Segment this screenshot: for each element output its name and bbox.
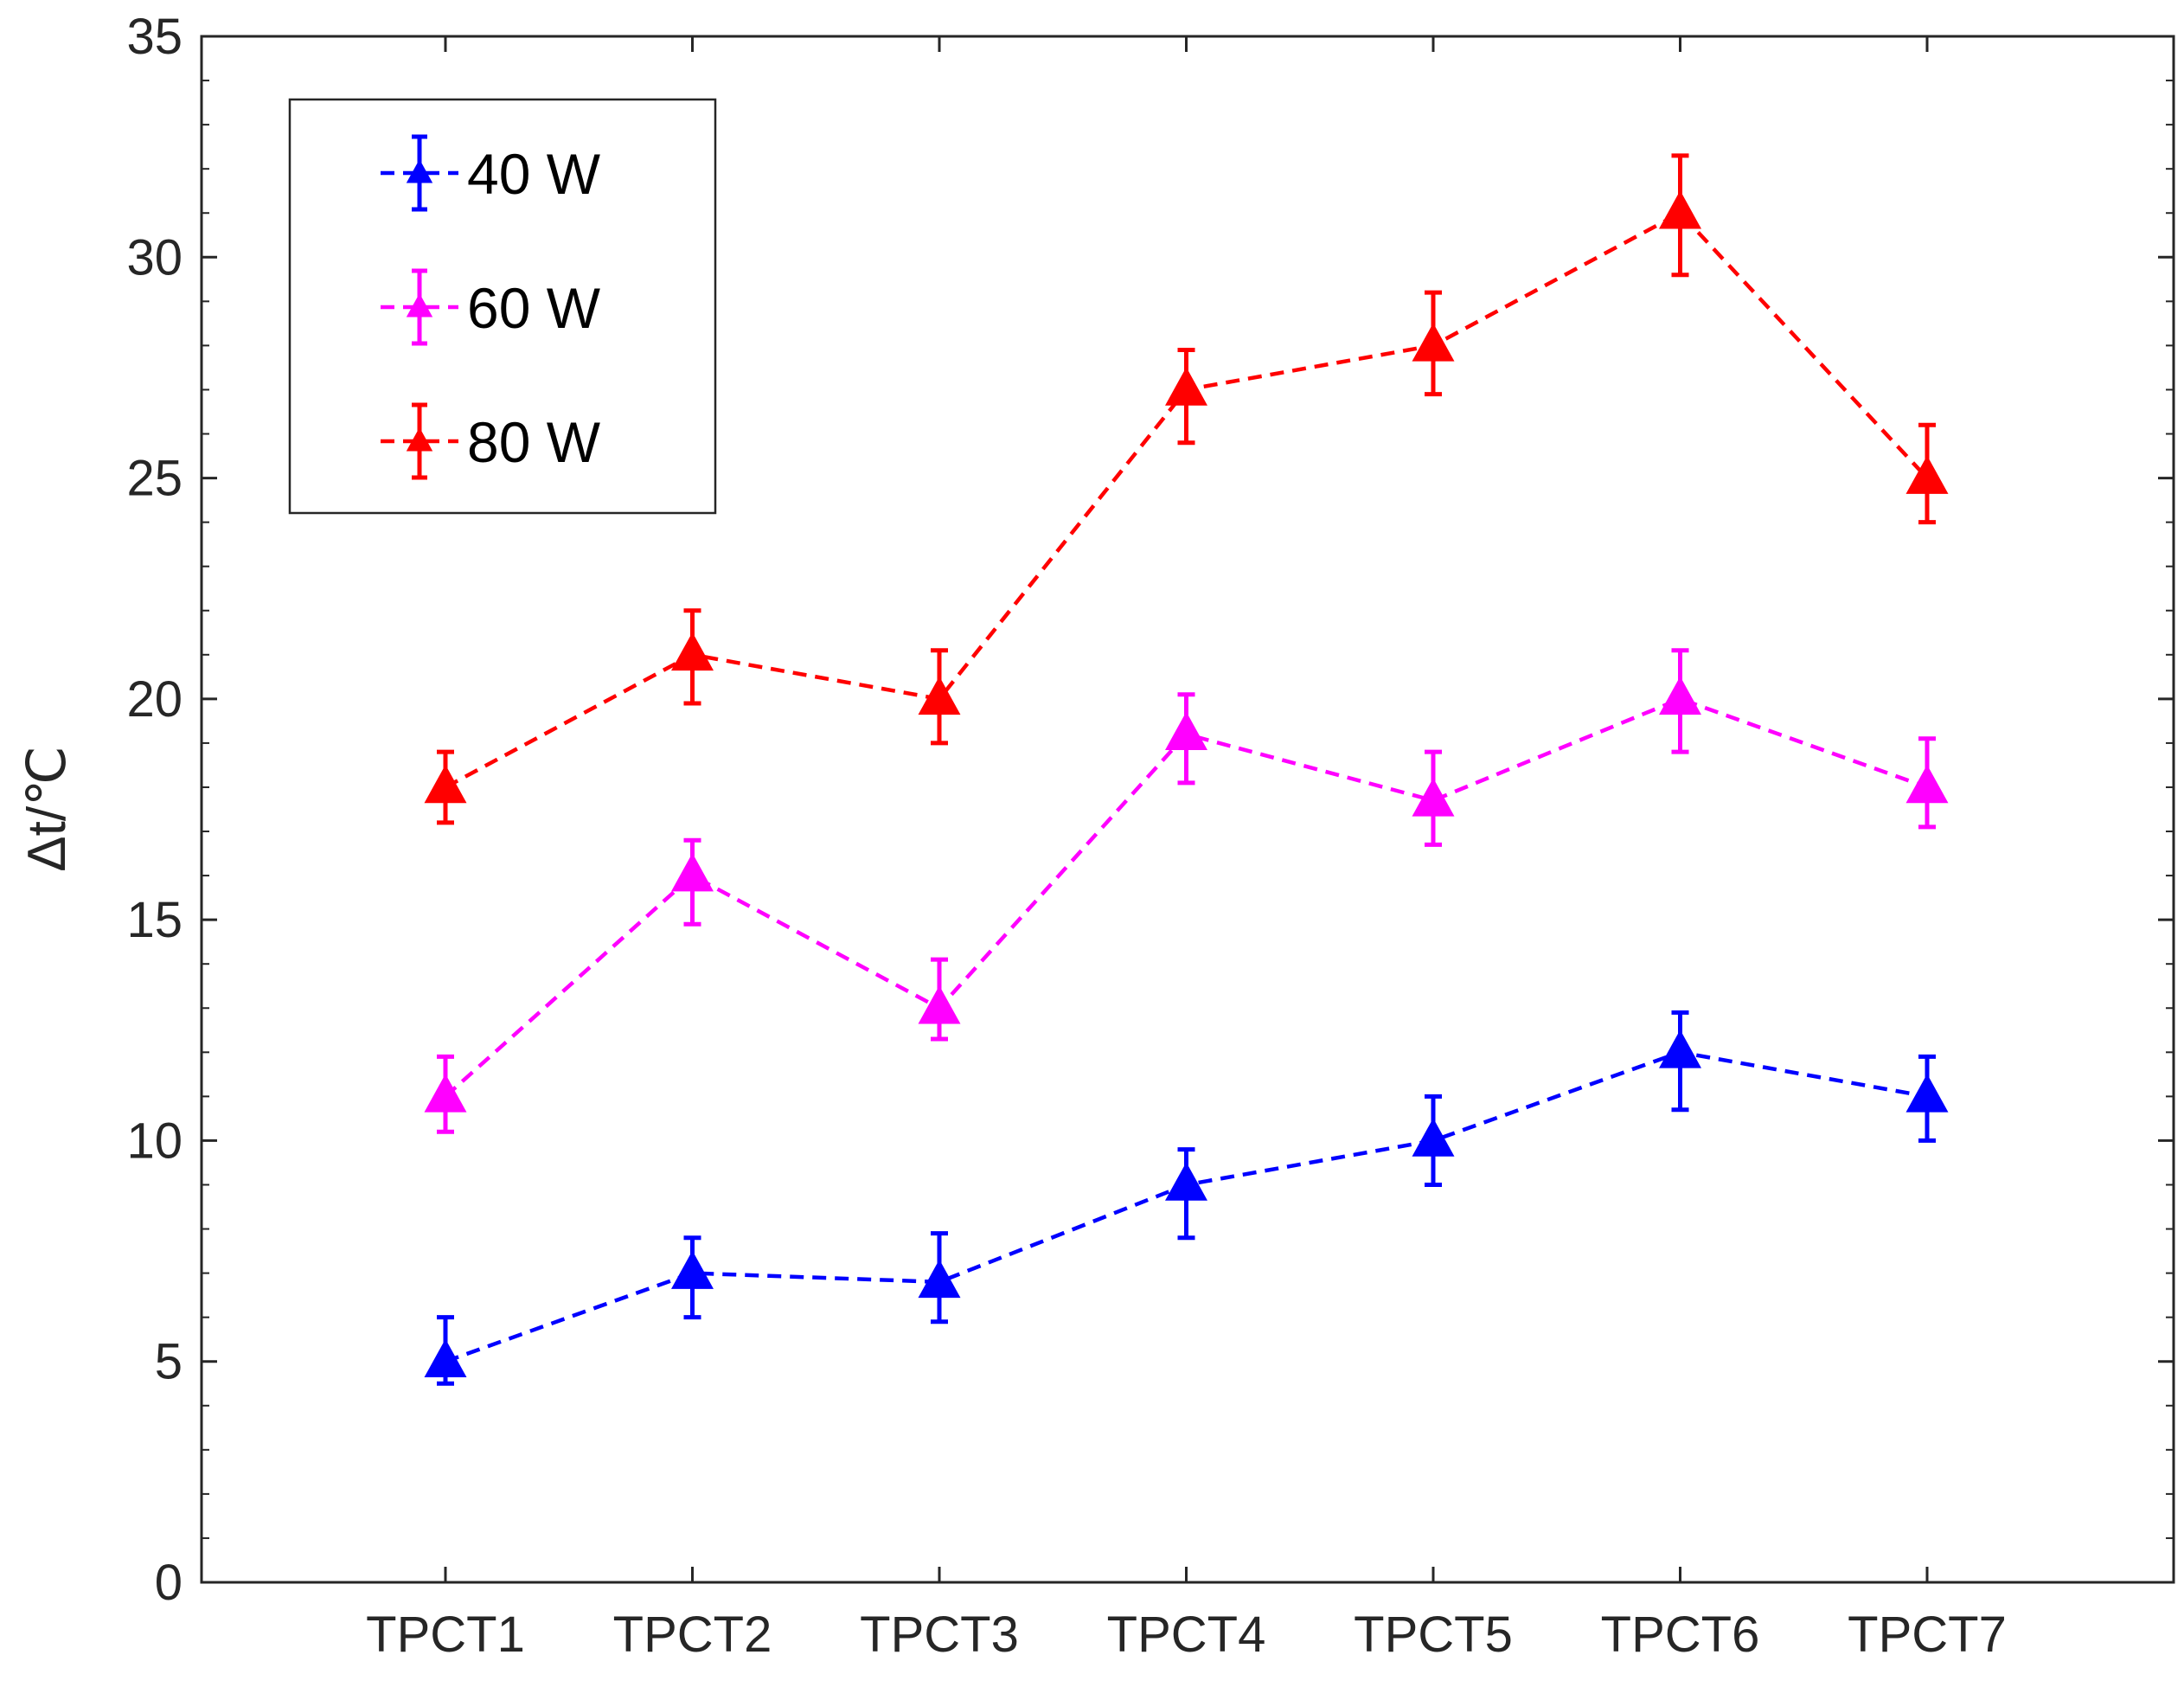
legend-label: 40 W xyxy=(467,142,601,206)
y-tick-label: 5 xyxy=(155,1334,183,1390)
legend-entry: 60 W xyxy=(381,268,601,346)
y-axis-label: Δt/℃ xyxy=(17,746,77,872)
legend-marker xyxy=(406,159,433,183)
legend-box xyxy=(288,98,717,515)
y-tick-label: 25 xyxy=(126,451,183,507)
data-point xyxy=(671,1250,714,1289)
data-point xyxy=(671,632,714,671)
y-tick-label: 15 xyxy=(126,892,183,948)
data-point xyxy=(918,985,961,1024)
y-axis: 0 5 10 15 20 25 30 35 xyxy=(126,9,2174,1611)
y-tick-label: 20 xyxy=(126,671,183,728)
data-point xyxy=(424,1338,467,1377)
data-point xyxy=(1905,455,1949,494)
data-point xyxy=(424,764,467,804)
data-point xyxy=(671,853,714,892)
data-point xyxy=(1659,1030,1701,1068)
legend-label: 80 W xyxy=(467,410,601,474)
x-tick-label: TPCT6 xyxy=(1601,1607,1760,1663)
y-tick-label: 35 xyxy=(126,9,183,65)
data-point xyxy=(918,1259,961,1299)
y-tick-label: 10 xyxy=(126,1113,183,1169)
x-tick-label: TPCT5 xyxy=(1354,1607,1513,1663)
x-tick-label: TPCT2 xyxy=(613,1607,772,1663)
legend-entry: 40 W xyxy=(381,134,601,212)
series-layer xyxy=(424,153,1949,1386)
series-60w xyxy=(424,648,1949,1134)
data-point xyxy=(1412,323,1455,362)
y-tick-label: 0 xyxy=(155,1555,183,1611)
x-tick-label: TPCT1 xyxy=(366,1607,525,1663)
legend: 40 W 60 W 80 W xyxy=(288,98,717,515)
legend-label: 60 W xyxy=(467,276,601,340)
data-point xyxy=(1659,676,1701,715)
series-40w xyxy=(424,1010,1949,1386)
data-point xyxy=(918,676,961,715)
data-point xyxy=(1905,1074,1949,1113)
data-point xyxy=(1165,711,1207,750)
data-point xyxy=(1165,1162,1207,1201)
legend-marker xyxy=(406,427,433,452)
x-tick-label: TPCT3 xyxy=(860,1607,1019,1663)
series-80w xyxy=(424,153,1949,825)
data-point xyxy=(1165,367,1207,406)
legend-entry: 80 W xyxy=(381,402,601,480)
x-tick-label: TPCT7 xyxy=(1848,1607,2007,1663)
x-tick-label: TPCT4 xyxy=(1107,1607,1266,1663)
y-tick-label: 30 xyxy=(126,229,183,285)
data-point xyxy=(1659,190,1701,229)
legend-marker xyxy=(406,293,433,318)
data-point xyxy=(1412,778,1455,817)
data-point xyxy=(1905,764,1949,804)
data-point xyxy=(424,1074,467,1113)
data-point xyxy=(1412,1118,1455,1157)
x-axis: TPCT1 TPCT2 TPCT3 TPCT4 TPCT5 TPCT6 TPCT7 xyxy=(366,36,2007,1663)
